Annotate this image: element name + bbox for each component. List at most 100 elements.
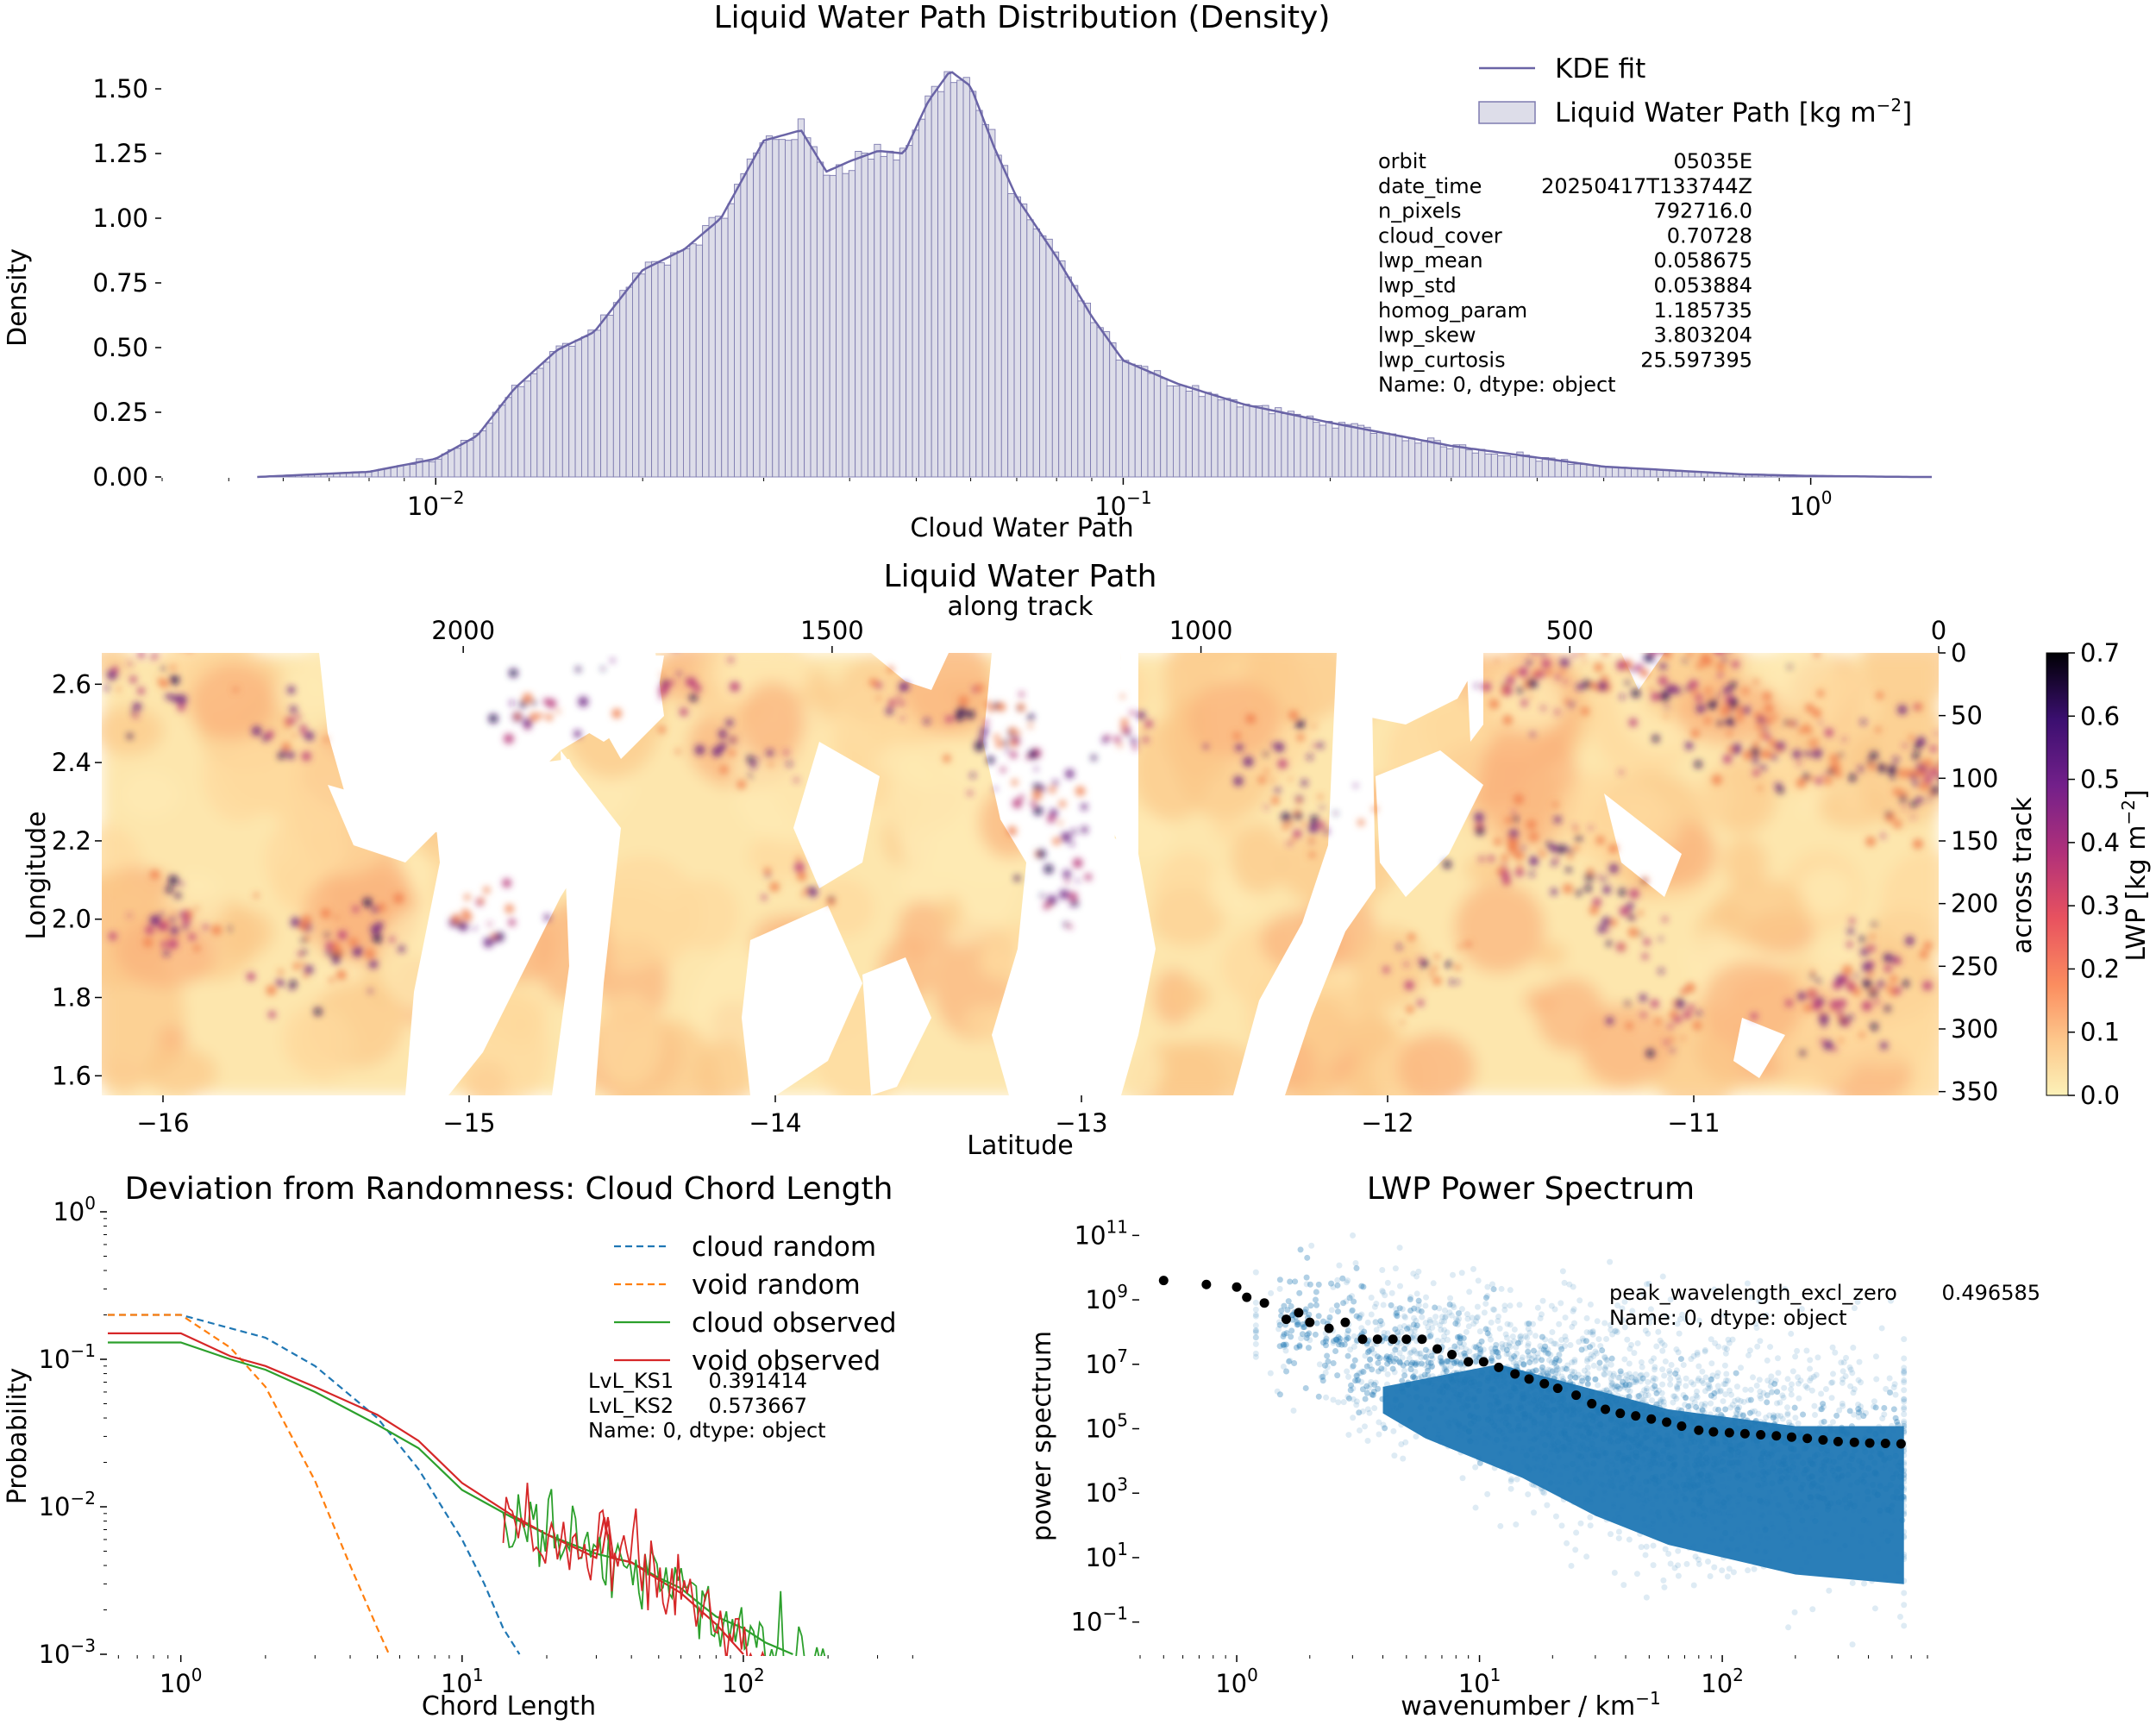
lwp-hotspot xyxy=(1840,975,1849,983)
histogram-bar xyxy=(1338,422,1346,478)
colorbar-tick-label: 0.5 xyxy=(2080,765,2120,794)
lwp-hotspot xyxy=(1517,863,1523,869)
lwp-hotspot xyxy=(1506,675,1515,685)
spectrum-point xyxy=(1855,1377,1862,1383)
spectrum-point xyxy=(1579,1433,1586,1440)
spectrum-point xyxy=(1520,1395,1527,1402)
spectrum-point xyxy=(1380,1302,1387,1308)
spectrum-point xyxy=(1769,1440,1776,1446)
spectrum-point xyxy=(1539,1346,1545,1352)
spectrum-point xyxy=(1665,1551,1672,1558)
spectrum-point xyxy=(1894,1495,1901,1502)
spectrum-point xyxy=(1252,1334,1259,1341)
spectrum-point xyxy=(1602,1363,1609,1370)
lwp-hotspot xyxy=(523,718,532,728)
spectrum-point xyxy=(1788,1330,1795,1337)
spectrum-point xyxy=(1604,1357,1611,1364)
spectrum-point xyxy=(1774,1400,1781,1407)
histogram-bar xyxy=(1554,460,1562,478)
lwp-hotspot xyxy=(1018,794,1025,800)
spectrum-point xyxy=(1608,1327,1614,1333)
spectrum-point xyxy=(1525,1326,1532,1333)
spectrum-point xyxy=(1526,1329,1533,1336)
spectrum-point xyxy=(1296,1343,1303,1350)
spectrum-point xyxy=(1829,1379,1836,1386)
spectrum-point xyxy=(1390,1358,1397,1364)
spectrum-point xyxy=(1691,1419,1698,1426)
stat-key: date_time xyxy=(1378,174,1482,198)
spectrum-point xyxy=(1764,1432,1771,1439)
spectrum-point xyxy=(1734,1406,1741,1413)
histogram-bar xyxy=(1051,251,1060,478)
spectrum-point xyxy=(1539,1430,1546,1437)
spectrum-point xyxy=(1307,1281,1313,1288)
lwp-hotspot xyxy=(1764,733,1771,741)
spectrum-point xyxy=(1442,1313,1449,1320)
histogram-bar xyxy=(587,329,595,478)
spectrum-point xyxy=(1458,1344,1465,1351)
lwp-hotspot xyxy=(303,972,309,978)
spectrum-point xyxy=(1252,1350,1259,1357)
spectrum-point xyxy=(1422,1320,1429,1327)
spectrum-point xyxy=(1563,1408,1570,1414)
spectrum-point xyxy=(1410,1333,1417,1339)
spectrum-point xyxy=(1542,1336,1549,1343)
lwp-hotspot xyxy=(335,969,347,981)
y-tick-label: 10−2 xyxy=(39,1488,96,1521)
spectrum-point xyxy=(1464,1396,1471,1402)
spectrum-point xyxy=(1375,1385,1382,1392)
spectrum-point xyxy=(1690,1582,1697,1589)
spectrum-point xyxy=(1551,1340,1557,1347)
spectrum-point xyxy=(1499,1340,1506,1347)
spectrum-point xyxy=(1797,1485,1804,1492)
lwp-hotspot xyxy=(1816,978,1821,983)
histogram-bar xyxy=(1236,406,1244,478)
lwp-hotspot xyxy=(1587,868,1595,875)
spectrum-point xyxy=(1800,1411,1807,1418)
lwp-hotspot xyxy=(1762,726,1768,731)
spectrum-point xyxy=(1584,1424,1591,1431)
lwp-hotspot xyxy=(291,733,297,737)
lwp-hotspot xyxy=(736,780,746,789)
spectrum-point xyxy=(1542,1349,1549,1356)
spectrum-point xyxy=(1891,1381,1898,1388)
spectrum-point xyxy=(1579,1335,1586,1342)
histogram-bar xyxy=(855,150,862,478)
lwp-hotspot xyxy=(1877,980,1885,988)
histogram-bar xyxy=(428,461,436,478)
spectrum-point xyxy=(1462,1377,1469,1383)
spectrum-point xyxy=(1404,1382,1411,1389)
histogram-bar xyxy=(1306,415,1314,478)
spectrum-point xyxy=(1350,1396,1357,1402)
kde-fit-line xyxy=(257,71,1932,479)
spectrum-point xyxy=(1697,1471,1704,1478)
lwp-cell xyxy=(1722,837,1768,888)
spectrum-point xyxy=(1760,1448,1767,1455)
lwp-hotspot xyxy=(1785,999,1793,1007)
spectrum-point xyxy=(1559,1378,1566,1385)
lwp-hotspot xyxy=(1911,814,1915,819)
lwp-hotspot xyxy=(127,733,133,739)
spectrum-point xyxy=(1901,1420,1908,1427)
spectrum-point xyxy=(1472,1352,1479,1359)
lwp-hotspot xyxy=(538,712,544,718)
spectrum-point xyxy=(1726,1446,1733,1452)
spectrum-point xyxy=(1752,1408,1758,1414)
spectrum-point xyxy=(1794,1347,1801,1354)
spectrum-point xyxy=(1693,1392,1700,1399)
lwp-hotspot xyxy=(1619,906,1630,917)
stat-value: 0.391414 xyxy=(708,1369,807,1393)
spectrum-point xyxy=(1285,1298,1292,1305)
lwp-hotspot xyxy=(797,872,803,878)
histogram-bar xyxy=(1160,378,1168,478)
lwp-hotspot xyxy=(993,787,998,791)
spectrum-point xyxy=(1596,1364,1603,1371)
spectrum-point xyxy=(1858,1379,1865,1386)
spectrum-point xyxy=(1817,1406,1824,1413)
spectrum-point xyxy=(1610,1372,1617,1379)
spectrum-point xyxy=(1281,1302,1288,1309)
spectrum-point xyxy=(1807,1365,1814,1372)
spectrum-point xyxy=(1851,1411,1858,1418)
lwp-hotspot xyxy=(1142,727,1147,732)
